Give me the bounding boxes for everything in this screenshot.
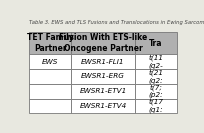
Text: TET Family
Partner: TET Family Partner [27,33,74,53]
Bar [71,69,135,84]
Text: t(17
(q1:: t(17 (q1: [149,99,163,113]
Bar [71,32,135,54]
Text: Fusion With ETS-like
Oncogene Partner: Fusion With ETS-like Oncogene Partner [59,33,147,53]
Bar [71,99,135,113]
Bar [135,54,177,69]
Text: EWS: EWS [42,59,59,65]
Bar [29,32,71,54]
Bar [71,84,135,99]
Text: t(7;
(p2:: t(7; (p2: [149,84,163,98]
Text: t(11
(q2-: t(11 (q2- [149,55,163,69]
Text: EWSR1-ETV1: EWSR1-ETV1 [79,88,127,94]
Bar [29,69,71,84]
Bar [29,54,71,69]
Bar [135,99,177,113]
Text: Tra: Tra [149,39,163,48]
Bar [71,54,135,69]
Text: Table 3. EWS and TLS Fusions and Translocations in Ewing Sarcoma.: Table 3. EWS and TLS Fusions and Translo… [29,20,204,25]
Text: t(21
(q2:: t(21 (q2: [149,69,163,84]
Text: EWSR1-FLI1: EWSR1-FLI1 [81,59,125,65]
Bar [29,84,71,99]
Bar [29,99,71,113]
Text: EWSR1-ERG: EWSR1-ERG [81,73,125,79]
Text: EWSR1-ETV4: EWSR1-ETV4 [79,103,127,109]
Bar [135,32,177,54]
Bar [135,84,177,99]
Bar [135,69,177,84]
